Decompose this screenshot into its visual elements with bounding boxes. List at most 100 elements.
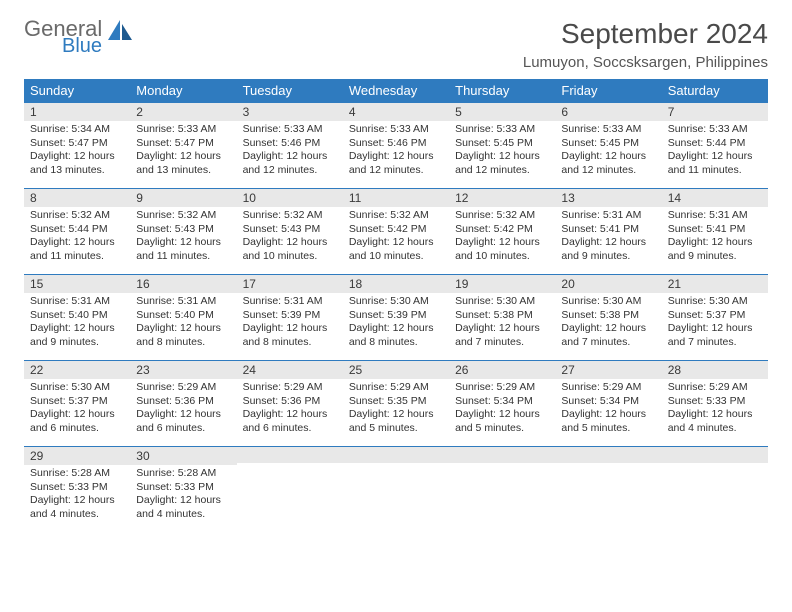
sunset-line: Sunset: 5:36 PM xyxy=(136,395,230,409)
sunrise-line: Sunrise: 5:30 AM xyxy=(455,295,549,309)
day-body: Sunrise: 5:30 AMSunset: 5:37 PMDaylight:… xyxy=(662,293,768,354)
calendar-day-cell: 30Sunrise: 5:28 AMSunset: 5:33 PMDayligh… xyxy=(130,447,236,533)
sunrise-line: Sunrise: 5:29 AM xyxy=(349,381,443,395)
day-body: Sunrise: 5:31 AMSunset: 5:40 PMDaylight:… xyxy=(24,293,130,354)
calendar-day-cell: 22Sunrise: 5:30 AMSunset: 5:37 PMDayligh… xyxy=(24,361,130,447)
sunrise-line: Sunrise: 5:30 AM xyxy=(668,295,762,309)
daylight-line: Daylight: 12 hours and 10 minutes. xyxy=(455,236,549,263)
sunset-line: Sunset: 5:46 PM xyxy=(243,137,337,151)
daylight-line: Daylight: 12 hours and 8 minutes. xyxy=(136,322,230,349)
sunrise-line: Sunrise: 5:29 AM xyxy=(455,381,549,395)
calendar-week-row: 22Sunrise: 5:30 AMSunset: 5:37 PMDayligh… xyxy=(24,361,768,447)
daylight-line: Daylight: 12 hours and 5 minutes. xyxy=(455,408,549,435)
logo: General Blue xyxy=(24,18,134,56)
day-body: Sunrise: 5:34 AMSunset: 5:47 PMDaylight:… xyxy=(24,121,130,182)
day-body: Sunrise: 5:33 AMSunset: 5:46 PMDaylight:… xyxy=(237,121,343,182)
sunrise-line: Sunrise: 5:30 AM xyxy=(349,295,443,309)
day-number: 12 xyxy=(449,189,555,207)
day-body: Sunrise: 5:32 AMSunset: 5:42 PMDaylight:… xyxy=(343,207,449,268)
day-number: 14 xyxy=(662,189,768,207)
calendar-day-cell: 10Sunrise: 5:32 AMSunset: 5:43 PMDayligh… xyxy=(237,189,343,275)
calendar-day-cell: 26Sunrise: 5:29 AMSunset: 5:34 PMDayligh… xyxy=(449,361,555,447)
calendar-day-cell: 28Sunrise: 5:29 AMSunset: 5:33 PMDayligh… xyxy=(662,361,768,447)
sunrise-line: Sunrise: 5:33 AM xyxy=(136,123,230,137)
sunrise-line: Sunrise: 5:32 AM xyxy=(455,209,549,223)
day-body: Sunrise: 5:33 AMSunset: 5:44 PMDaylight:… xyxy=(662,121,768,182)
weekday-header-row: Sunday Monday Tuesday Wednesday Thursday… xyxy=(24,79,768,103)
sunset-line: Sunset: 5:43 PM xyxy=(243,223,337,237)
sunset-line: Sunset: 5:47 PM xyxy=(136,137,230,151)
day-body xyxy=(662,463,768,523)
day-number: 9 xyxy=(130,189,236,207)
weekday-header: Tuesday xyxy=(237,79,343,103)
day-number: 10 xyxy=(237,189,343,207)
day-body: Sunrise: 5:29 AMSunset: 5:34 PMDaylight:… xyxy=(449,379,555,440)
day-body: Sunrise: 5:31 AMSunset: 5:41 PMDaylight:… xyxy=(662,207,768,268)
calendar-day-cell: 15Sunrise: 5:31 AMSunset: 5:40 PMDayligh… xyxy=(24,275,130,361)
daylight-line: Daylight: 12 hours and 6 minutes. xyxy=(30,408,124,435)
calendar-day-cell: 19Sunrise: 5:30 AMSunset: 5:38 PMDayligh… xyxy=(449,275,555,361)
weekday-header: Wednesday xyxy=(343,79,449,103)
calendar-day-cell: 18Sunrise: 5:30 AMSunset: 5:39 PMDayligh… xyxy=(343,275,449,361)
sunrise-line: Sunrise: 5:32 AM xyxy=(30,209,124,223)
calendar-day-cell xyxy=(555,447,661,533)
day-number: 18 xyxy=(343,275,449,293)
day-body xyxy=(343,463,449,523)
sunset-line: Sunset: 5:36 PM xyxy=(243,395,337,409)
day-body: Sunrise: 5:29 AMSunset: 5:36 PMDaylight:… xyxy=(237,379,343,440)
day-number: 4 xyxy=(343,103,449,121)
calendar-day-cell: 21Sunrise: 5:30 AMSunset: 5:37 PMDayligh… xyxy=(662,275,768,361)
day-number: 1 xyxy=(24,103,130,121)
day-body: Sunrise: 5:33 AMSunset: 5:45 PMDaylight:… xyxy=(449,121,555,182)
sunset-line: Sunset: 5:39 PM xyxy=(243,309,337,323)
calendar-day-cell: 3Sunrise: 5:33 AMSunset: 5:46 PMDaylight… xyxy=(237,103,343,189)
daylight-line: Daylight: 12 hours and 9 minutes. xyxy=(668,236,762,263)
day-number: 24 xyxy=(237,361,343,379)
day-number: 3 xyxy=(237,103,343,121)
calendar-week-row: 1Sunrise: 5:34 AMSunset: 5:47 PMDaylight… xyxy=(24,103,768,189)
logo-sail-icon xyxy=(106,18,134,51)
sunset-line: Sunset: 5:37 PM xyxy=(30,395,124,409)
sunrise-line: Sunrise: 5:29 AM xyxy=(136,381,230,395)
sunrise-line: Sunrise: 5:31 AM xyxy=(668,209,762,223)
sunrise-line: Sunrise: 5:32 AM xyxy=(136,209,230,223)
calendar-day-cell: 17Sunrise: 5:31 AMSunset: 5:39 PMDayligh… xyxy=(237,275,343,361)
sunset-line: Sunset: 5:45 PM xyxy=(561,137,655,151)
day-body: Sunrise: 5:32 AMSunset: 5:44 PMDaylight:… xyxy=(24,207,130,268)
daylight-line: Daylight: 12 hours and 7 minutes. xyxy=(668,322,762,349)
sunrise-line: Sunrise: 5:34 AM xyxy=(30,123,124,137)
day-number: 16 xyxy=(130,275,236,293)
calendar-day-cell xyxy=(237,447,343,533)
day-body: Sunrise: 5:32 AMSunset: 5:43 PMDaylight:… xyxy=(237,207,343,268)
sunset-line: Sunset: 5:33 PM xyxy=(136,481,230,495)
weekday-header: Saturday xyxy=(662,79,768,103)
calendar-day-cell xyxy=(662,447,768,533)
sunset-line: Sunset: 5:44 PM xyxy=(30,223,124,237)
month-title: September 2024 xyxy=(523,18,768,50)
daylight-line: Daylight: 12 hours and 9 minutes. xyxy=(561,236,655,263)
sunrise-line: Sunrise: 5:32 AM xyxy=(349,209,443,223)
daylight-line: Daylight: 12 hours and 9 minutes. xyxy=(30,322,124,349)
day-number: 30 xyxy=(130,447,236,465)
sunrise-line: Sunrise: 5:28 AM xyxy=(30,467,124,481)
day-body: Sunrise: 5:30 AMSunset: 5:37 PMDaylight:… xyxy=(24,379,130,440)
sunset-line: Sunset: 5:37 PM xyxy=(668,309,762,323)
calendar-day-cell: 14Sunrise: 5:31 AMSunset: 5:41 PMDayligh… xyxy=(662,189,768,275)
day-number xyxy=(662,447,768,463)
day-number: 23 xyxy=(130,361,236,379)
day-body: Sunrise: 5:30 AMSunset: 5:38 PMDaylight:… xyxy=(555,293,661,354)
calendar-week-row: 8Sunrise: 5:32 AMSunset: 5:44 PMDaylight… xyxy=(24,189,768,275)
sunrise-line: Sunrise: 5:29 AM xyxy=(668,381,762,395)
daylight-line: Daylight: 12 hours and 4 minutes. xyxy=(136,494,230,521)
daylight-line: Daylight: 12 hours and 11 minutes. xyxy=(668,150,762,177)
daylight-line: Daylight: 12 hours and 8 minutes. xyxy=(349,322,443,349)
weekday-header: Friday xyxy=(555,79,661,103)
sunrise-line: Sunrise: 5:29 AM xyxy=(561,381,655,395)
sunset-line: Sunset: 5:33 PM xyxy=(30,481,124,495)
weekday-header: Monday xyxy=(130,79,236,103)
calendar-day-cell: 16Sunrise: 5:31 AMSunset: 5:40 PMDayligh… xyxy=(130,275,236,361)
day-number: 6 xyxy=(555,103,661,121)
day-body: Sunrise: 5:32 AMSunset: 5:42 PMDaylight:… xyxy=(449,207,555,268)
daylight-line: Daylight: 12 hours and 12 minutes. xyxy=(455,150,549,177)
daylight-line: Daylight: 12 hours and 5 minutes. xyxy=(349,408,443,435)
